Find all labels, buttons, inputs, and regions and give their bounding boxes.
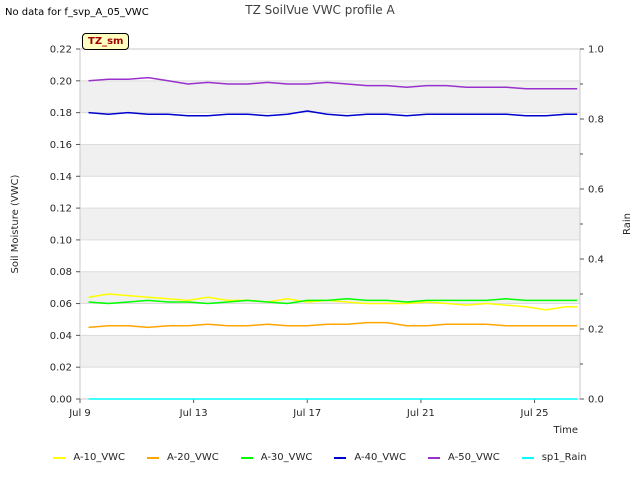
y-tick-label: 0.16 bbox=[50, 140, 72, 151]
x-tick-label: Jul 25 bbox=[520, 408, 549, 419]
y-tick-label: 0.04 bbox=[50, 331, 72, 342]
legend-item: A-40_VWC bbox=[334, 452, 406, 463]
legend-swatch bbox=[521, 456, 534, 459]
legend-swatch bbox=[147, 456, 160, 459]
y2-tick-label: 0.6 bbox=[588, 185, 604, 196]
y-tick-label: 0.02 bbox=[50, 363, 72, 374]
legend-swatch bbox=[428, 456, 441, 459]
y2-tick-label: 0.0 bbox=[588, 395, 604, 406]
legend-label: A-30_VWC bbox=[260, 452, 313, 463]
y2-tick-label: 0.8 bbox=[588, 115, 604, 126]
plot-band bbox=[80, 80, 580, 113]
no-data-message: No data for f_svp_A_05_VWC bbox=[5, 7, 149, 18]
y-tick-label: 0.14 bbox=[50, 172, 72, 183]
series-line-a-10-vwc bbox=[88, 293, 578, 311]
series-line-a-40-vwc bbox=[88, 110, 578, 117]
legend-swatch bbox=[240, 456, 253, 459]
y-axis-label: Soil Moisture (VWC) bbox=[10, 174, 21, 273]
x-axis-label: Time bbox=[553, 425, 578, 436]
legend-item: A-30_VWC bbox=[240, 452, 313, 463]
y-tick-label: 0.08 bbox=[50, 267, 72, 278]
y-tick-label: 0.06 bbox=[50, 299, 72, 310]
legend-label: sp1_Rain bbox=[541, 452, 587, 463]
legend-item: A-10_VWC bbox=[53, 452, 125, 463]
plot-band bbox=[80, 144, 580, 177]
legend-swatch bbox=[53, 456, 66, 459]
series-line-a-30-vwc bbox=[88, 298, 578, 305]
series-line-a-20-vwc bbox=[88, 321, 578, 329]
x-tick-label: Jul 17 bbox=[292, 408, 321, 419]
y-tick-label: 0.10 bbox=[50, 235, 72, 246]
series-line-a-50-vwc bbox=[88, 76, 578, 90]
legend-label: A-50_VWC bbox=[448, 452, 500, 463]
y-tick-label: 0.22 bbox=[50, 45, 72, 56]
y2-tick-label: 1.0 bbox=[588, 45, 604, 56]
plot-band bbox=[80, 208, 580, 240]
y-tick-label: 0.00 bbox=[50, 395, 72, 406]
plot-band bbox=[80, 335, 580, 368]
legend-item: sp1_Rain bbox=[521, 452, 587, 463]
legend-label: A-10_VWC bbox=[73, 452, 126, 463]
legend-item: A-50_VWC bbox=[428, 452, 500, 463]
chart-title: TZ SoilVue VWC profile A bbox=[245, 3, 395, 17]
y-tick-label: 0.18 bbox=[50, 108, 72, 119]
y2-tick-label: 0.2 bbox=[588, 325, 604, 336]
x-tick-label: Jul 9 bbox=[68, 408, 91, 419]
legend-label: A-20_VWC bbox=[167, 452, 219, 463]
legend-label: A-40_VWC bbox=[354, 452, 407, 463]
legend-item: A-20_VWC bbox=[147, 452, 219, 463]
y2-tick-label: 0.4 bbox=[588, 255, 604, 266]
chart-legend: A-10_VWC A-20_VWC A-30_VWC A-40_VWC A-50_VWC… bbox=[0, 452, 640, 463]
legend-swatch bbox=[334, 456, 347, 459]
x-tick-label: Jul 21 bbox=[406, 408, 435, 419]
y2-axis-label: Rain bbox=[622, 213, 633, 235]
x-tick-label: Jul 13 bbox=[179, 408, 208, 419]
y-tick-label: 0.12 bbox=[50, 204, 72, 215]
site-badge: TZ_sm bbox=[82, 33, 130, 50]
y-tick-label: 0.20 bbox=[50, 76, 72, 87]
